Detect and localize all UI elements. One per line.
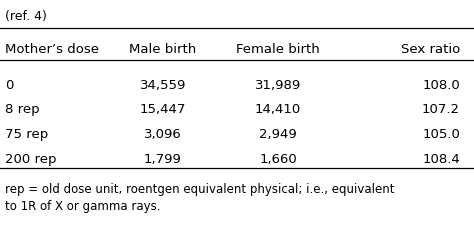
Text: 1,660: 1,660 — [259, 153, 297, 166]
Text: 105.0: 105.0 — [422, 128, 460, 141]
Text: to 1R of X or gamma rays.: to 1R of X or gamma rays. — [5, 200, 161, 213]
Text: 14,410: 14,410 — [255, 103, 301, 116]
Text: 108.4: 108.4 — [422, 153, 460, 166]
Text: 1,799: 1,799 — [144, 153, 182, 166]
Text: 2,949: 2,949 — [259, 128, 297, 141]
Text: 0: 0 — [5, 79, 13, 92]
Text: Sex ratio: Sex ratio — [401, 43, 460, 56]
Text: 15,447: 15,447 — [140, 103, 186, 116]
Text: Male birth: Male birth — [129, 43, 197, 56]
Text: 34,559: 34,559 — [140, 79, 186, 92]
Text: 107.2: 107.2 — [422, 103, 460, 116]
Text: 31,989: 31,989 — [255, 79, 301, 92]
Text: 75 rep: 75 rep — [5, 128, 48, 141]
Text: Female birth: Female birth — [236, 43, 320, 56]
Text: 108.0: 108.0 — [422, 79, 460, 92]
Text: 8 rep: 8 rep — [5, 103, 40, 116]
Text: Mother’s dose: Mother’s dose — [5, 43, 99, 56]
Text: rep = old dose unit, roentgen equivalent physical; i.e., equivalent: rep = old dose unit, roentgen equivalent… — [5, 183, 394, 196]
Text: (ref. 4): (ref. 4) — [5, 10, 47, 23]
Text: 3,096: 3,096 — [144, 128, 182, 141]
Text: 200 rep: 200 rep — [5, 153, 56, 166]
